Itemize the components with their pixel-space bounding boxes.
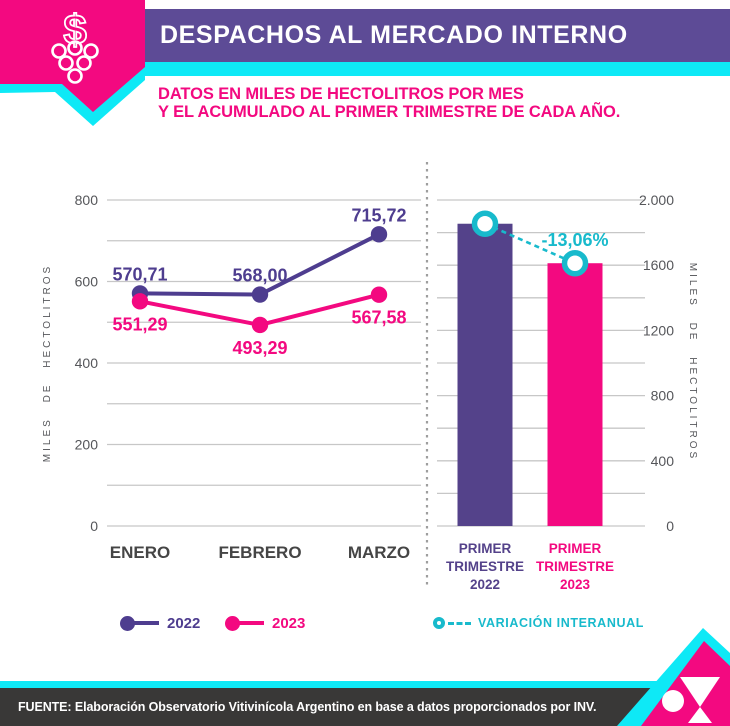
bar-category-label: TRIMESTRE	[536, 559, 614, 574]
x-category-label: FEBRERO	[218, 543, 301, 562]
y-tick-label: 0	[90, 518, 98, 534]
grapes-dollar-icon: $	[0, 0, 145, 126]
subtitle-line-2: Y EL ACUMULADO AL PRIMER TRIMESTRE DE CA…	[158, 102, 621, 121]
source-text: FUENTE: Elaboración Observatorio Vitivin…	[18, 700, 597, 714]
variation-connector-line	[484, 222, 576, 265]
variation-ring-marker	[561, 249, 589, 277]
legend-dashed-line-icon	[448, 621, 471, 625]
bar-category-label: 2022	[470, 577, 500, 592]
bar-category-label: 2023	[560, 577, 591, 592]
quarterly-bar-chart: 2.000 1600 1200 800 400 0 PRIMER TRIMESTRE 2022 P…	[437, 192, 698, 592]
y-tick-label: 400	[651, 453, 675, 469]
y-tick-label: 200	[75, 437, 99, 453]
legend-label-2022: 2022	[167, 614, 201, 632]
monthly-line-chart: 800 600 400 200 0 ENERO FEBRERO MARZO 570,71 568,…	[42, 192, 421, 562]
legend-item-2023: 2023	[225, 612, 305, 634]
legend-dot-2022-icon	[120, 615, 135, 631]
value-label: 568,00	[232, 266, 287, 286]
corner-brand-mark	[617, 628, 730, 726]
legend-item-2022: 2022	[120, 612, 200, 634]
legend-line-2022-icon	[133, 621, 159, 625]
ova-logo	[662, 677, 720, 723]
y-tick-label: 2.000	[639, 192, 674, 208]
y-tick-label: 800	[75, 192, 99, 208]
value-label: 570,71	[112, 264, 167, 284]
page-title: DESPACHOS AL MERCADO INTERNO	[160, 21, 628, 49]
right-y-axis-title: MILES DE HECTOLITROS	[687, 263, 698, 461]
bar-primer-trimestre-2023	[547, 263, 603, 526]
value-label: 567,58	[351, 308, 406, 328]
legend-line-2023-icon	[238, 621, 264, 625]
point-2022-febrero	[251, 286, 269, 303]
variation-ring-marker	[471, 210, 499, 237]
bar-primer-trimestre-2022	[457, 223, 513, 526]
variation-value-label: -13,06%	[541, 230, 608, 250]
point-2023-enero	[131, 293, 149, 310]
bar-category-label: PRIMER	[549, 541, 602, 556]
subtitle-line-1: DATOS EN MILES DE HECTOLITROS POR MES	[158, 85, 524, 103]
bar-category-label: TRIMESTRE	[446, 559, 524, 574]
value-label: 715,72	[351, 205, 406, 225]
charts-canvas: 800 600 400 200 0 ENERO FEBRERO MARZO 570,71 568,…	[42, 162, 698, 592]
value-label: 493,29	[232, 338, 287, 358]
dollar-glyph: $	[63, 6, 86, 53]
legend-ring-icon	[433, 617, 445, 629]
point-2023-febrero	[251, 316, 269, 334]
y-tick-label: 800	[651, 388, 675, 404]
x-category-label: MARZO	[348, 543, 410, 562]
x-category-label: ENERO	[110, 543, 170, 562]
header-band: DESPACHOS AL MERCADO INTERNO	[100, 9, 730, 62]
footer-bar: FUENTE: Elaboración Observatorio Vitivin…	[0, 688, 730, 726]
y-tick-label: 1200	[643, 322, 674, 338]
gridlines	[107, 199, 421, 527]
point-2022-marzo	[370, 226, 388, 243]
point-2023-marzo	[370, 286, 388, 303]
legend-item-variacion: VARIACIÓN INTERANUAL	[433, 612, 644, 634]
badge-magenta-shape	[0, 0, 145, 112]
legend-label-2023: 2023	[272, 614, 306, 632]
left-y-axis-title: MILES DE HECTOLITROS	[42, 264, 53, 462]
chart-subtitle: DATOS EN MILES DE HECTOLITROS POR MES Y …	[158, 85, 621, 121]
legend-label-variacion: VARIACIÓN INTERANUAL	[478, 616, 644, 630]
value-label: 551,29	[112, 314, 167, 334]
y-tick-label: 400	[75, 355, 99, 371]
y-tick-label: 600	[75, 274, 99, 290]
y-tick-label: 1600	[643, 257, 674, 273]
legend-dot-2023-icon	[225, 615, 240, 631]
grape-cluster	[51, 40, 99, 84]
bar-category-label: PRIMER	[459, 541, 512, 556]
footer-stripe	[0, 681, 730, 688]
header-underline-stripe	[120, 62, 730, 76]
y-tick-label: 0	[666, 518, 674, 534]
